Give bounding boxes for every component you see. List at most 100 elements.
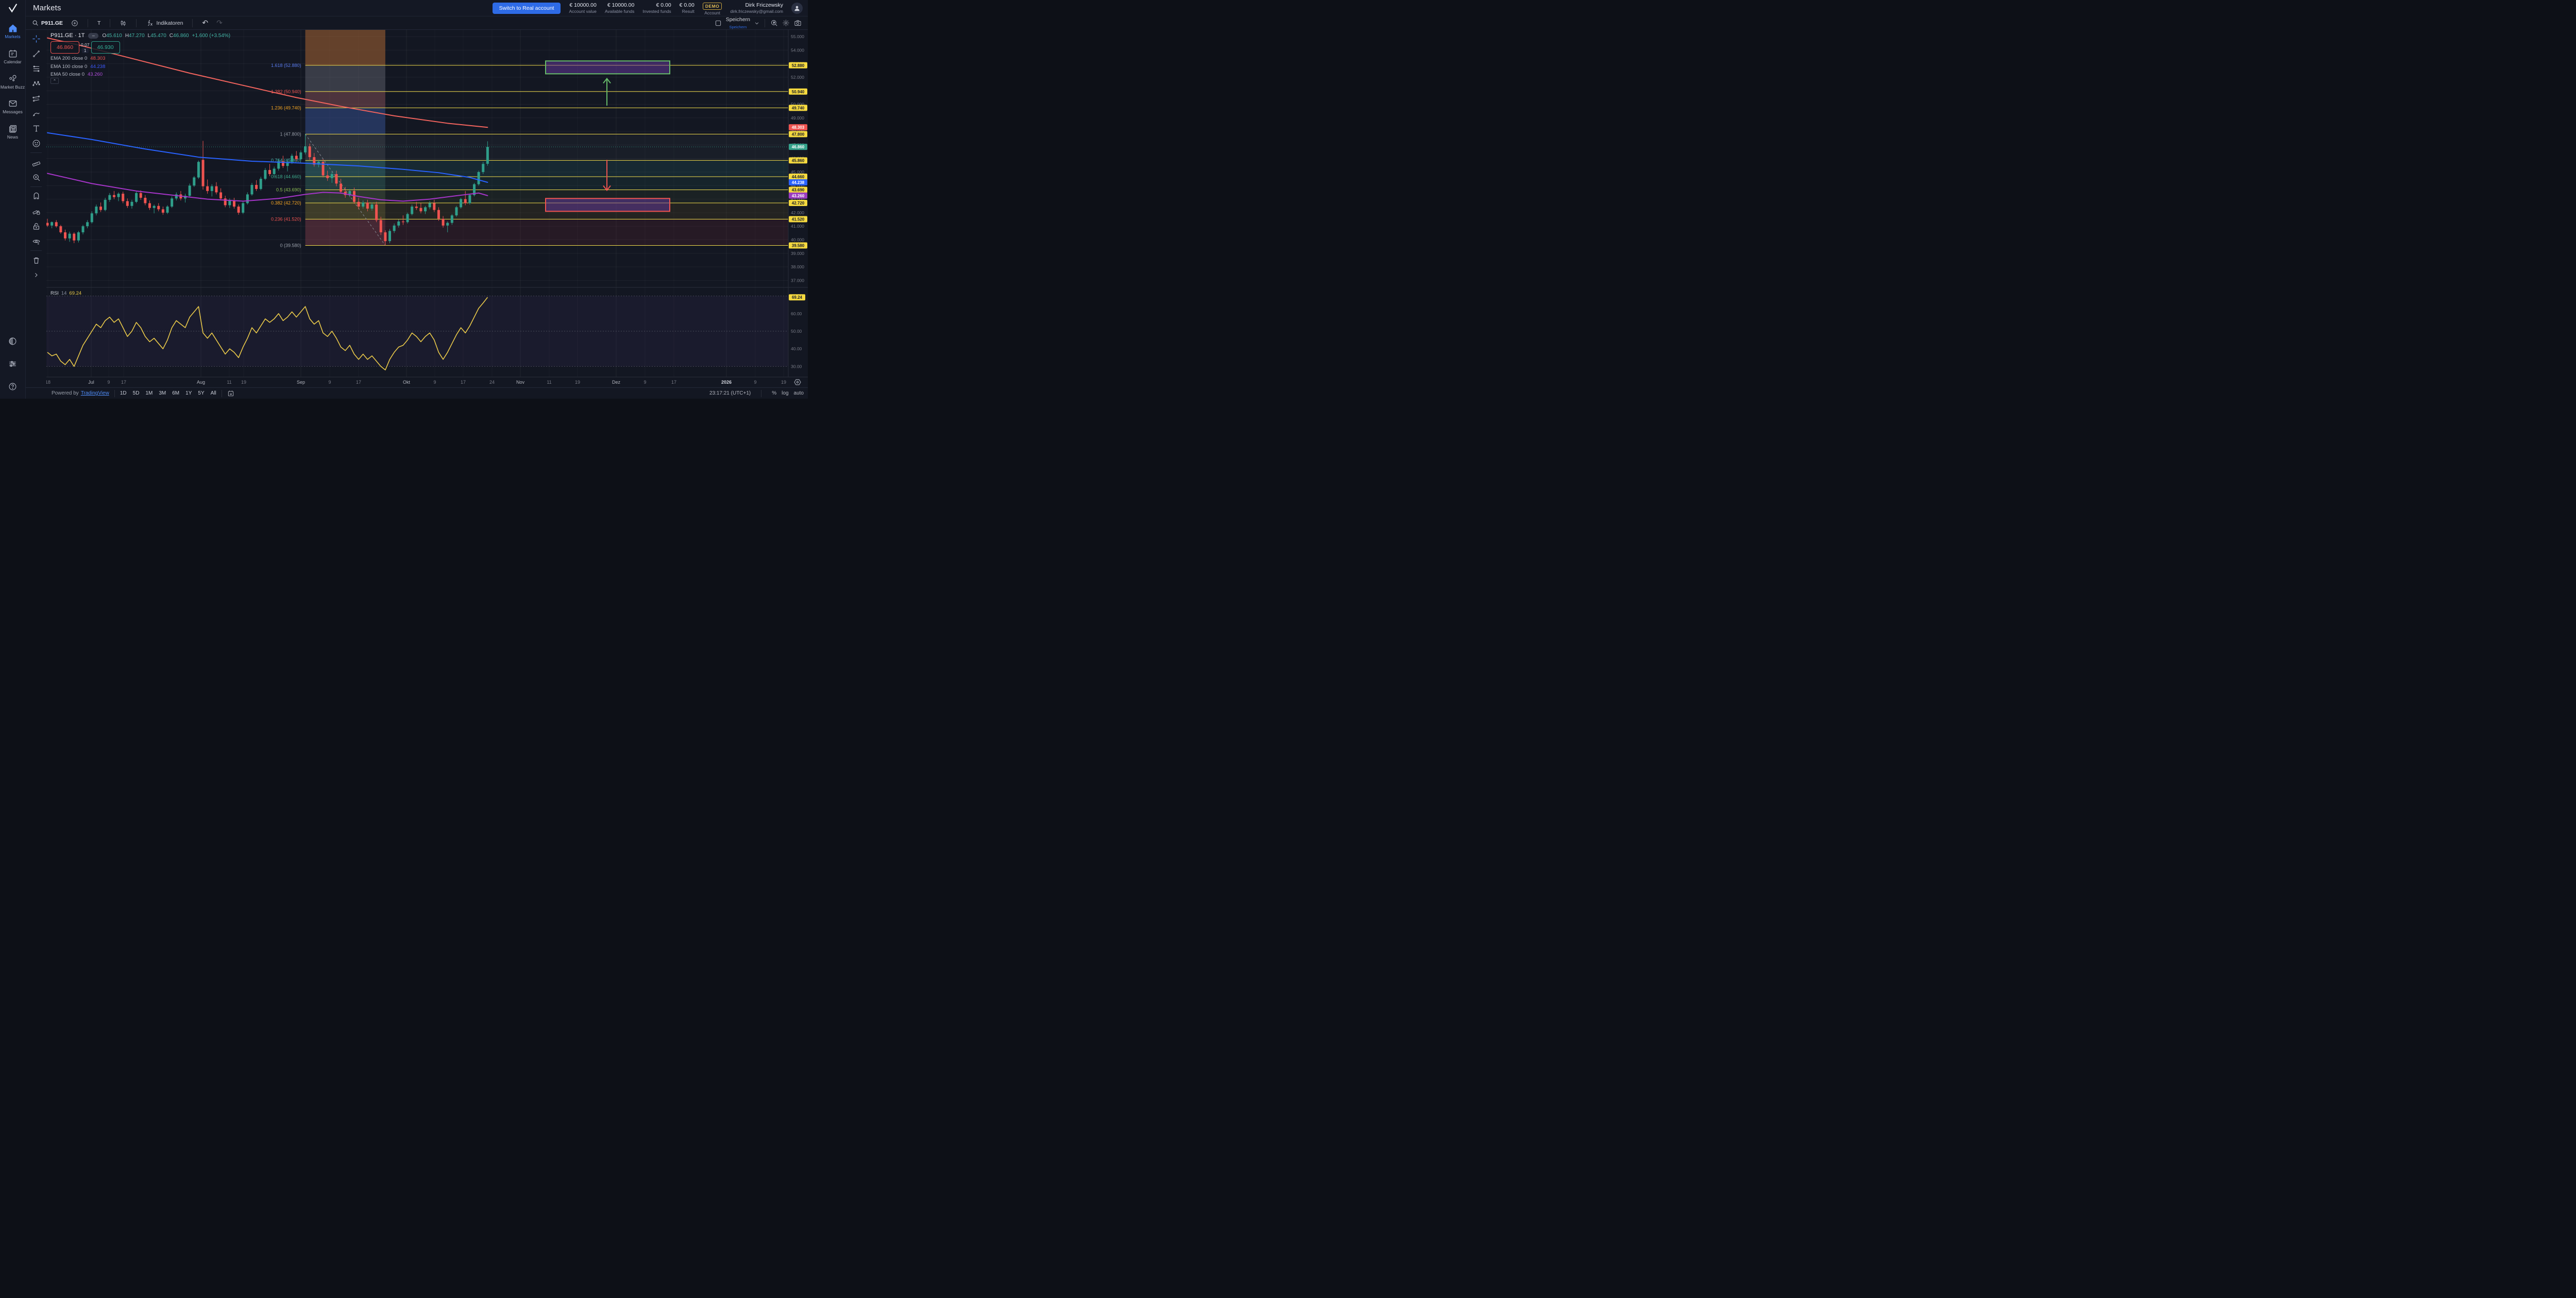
svg-text:9: 9 [107, 380, 110, 385]
switch-to-real-account-button[interactable]: Switch to Real account [492, 2, 561, 14]
ema50-legend[interactable]: EMA 50 close 0 43.260 [50, 72, 103, 77]
manage-panes-icon[interactable] [794, 379, 801, 385]
crosshair-tool[interactable] [29, 33, 43, 44]
zoom-in-tool[interactable] [29, 172, 43, 183]
svg-text:45.000: 45.000 [791, 169, 804, 175]
rsi-pane[interactable] [46, 296, 788, 371]
svg-text:9: 9 [754, 380, 756, 385]
log-scale-button[interactable]: log [782, 390, 789, 396]
rsi-legend[interactable]: RSI 14 69.24 [50, 291, 82, 296]
sidebar-item-markets[interactable]: Markets [0, 24, 25, 40]
trend-line-tool[interactable] [29, 48, 43, 59]
save-menu-chevron[interactable] [752, 20, 761, 27]
hide-drawings-tool[interactable] [29, 235, 43, 247]
sidebar-item-calendar[interactable]: Calendar [0, 49, 25, 65]
xabcd-pattern-tool[interactable] [29, 78, 43, 89]
camera-icon [794, 20, 801, 26]
svg-text:42.720: 42.720 [792, 201, 805, 206]
svg-text:Sep: Sep [297, 380, 305, 385]
theme-toggle-icon[interactable] [8, 337, 17, 348]
save-button[interactable]: Speichern Speichern [724, 16, 752, 30]
account-type-label: Account [704, 10, 720, 15]
svg-text:17: 17 [356, 380, 361, 385]
session-clock[interactable]: 23:17:21 (UTC+1) [709, 390, 751, 396]
fib-retracement-tool[interactable] [29, 63, 43, 74]
snapshot-button[interactable] [792, 18, 804, 28]
parallel-channel-tool[interactable] [29, 93, 43, 104]
sidebar-item-news[interactable]: News [0, 124, 25, 140]
chart-toolbar: P911.GE T Indikatoren ↶ ↷ [26, 16, 808, 30]
quick-search-button[interactable] [768, 18, 780, 28]
timeframe-1y[interactable]: 1Y [185, 390, 192, 396]
legend-collapse-button[interactable]: ⌃ [50, 78, 59, 84]
percent-scale-button[interactable]: % [772, 390, 777, 396]
anonymous-mode-button[interactable] [713, 19, 724, 28]
ruler-tool[interactable] [29, 157, 43, 168]
demo-badge: DEMO [702, 2, 722, 10]
svg-text:50.00: 50.00 [791, 329, 802, 334]
redo-button[interactable]: ↷ [216, 19, 223, 27]
goto-date-button[interactable] [227, 390, 234, 397]
emoji-tool[interactable] [29, 138, 43, 149]
avatar[interactable] [791, 2, 803, 14]
sell-button[interactable]: 46.860 [50, 41, 79, 54]
powered-by-text: Powered by [52, 390, 79, 396]
svg-text:9: 9 [328, 380, 331, 385]
brush-tool[interactable] [29, 108, 43, 119]
timeframe-1d[interactable]: 1D [120, 390, 127, 396]
sidebar-item-market-buzz[interactable]: Market Buzz [0, 74, 25, 90]
preferences-sliders-icon[interactable] [8, 360, 17, 371]
text-tool[interactable] [29, 123, 43, 134]
symbol-search-button[interactable]: P911.GE [30, 19, 65, 27]
stat-value: € 0.00 [679, 2, 694, 9]
bubbles-icon [9, 75, 16, 81]
compare-add-button[interactable] [69, 19, 80, 28]
svg-text:0.5 (43.690): 0.5 (43.690) [276, 187, 301, 192]
chart-style-button[interactable] [117, 19, 129, 28]
time-axis[interactable]: 18 Jul 9 17 Aug 11 19 Sep 9 17 Okt 9 17 24 Nov 11 19 Dez 9… [46, 379, 801, 385]
chart-canvas[interactable]: 1.618 (52.880) 1.382 (50.940) 1.236 (49.74… [46, 30, 808, 387]
stat-value: € 10000.00 [569, 2, 597, 9]
svg-text:46.860: 46.860 [792, 145, 805, 149]
timeframe-all[interactable]: All [210, 390, 216, 396]
magnet-tool[interactable] [29, 191, 43, 202]
svg-text:30.00: 30.00 [791, 364, 802, 369]
buy-button[interactable]: 46.930 [91, 41, 120, 54]
timeframe-6m[interactable]: 6M [172, 390, 180, 396]
chart-settings-button[interactable] [780, 18, 792, 28]
tradingview-link[interactable]: TradingView [80, 390, 109, 396]
lock-all-tool[interactable] [29, 220, 43, 232]
lot-size[interactable]: 1 [81, 47, 89, 53]
help-icon[interactable] [8, 382, 17, 394]
interval-button[interactable]: T [97, 20, 101, 26]
timeframe-5y[interactable]: 5Y [198, 390, 205, 396]
envelope-icon [9, 100, 16, 107]
svg-text:39.000: 39.000 [791, 251, 804, 256]
candles[interactable] [46, 134, 489, 246]
drawing-toolbar [26, 30, 46, 387]
app-root: Markets Calendar Market Buzz Messages Ne… [0, 0, 808, 399]
auto-scale-button[interactable]: auto [793, 390, 804, 396]
svg-text:43.000: 43.000 [791, 197, 804, 202]
indicators-button[interactable]: Indikatoren [144, 18, 185, 28]
account-type: DEMO Account [702, 1, 722, 15]
sidebar-item-messages[interactable]: Messages [0, 99, 25, 115]
svg-text:52.000: 52.000 [791, 75, 804, 80]
user-drawings[interactable] [545, 60, 670, 212]
legend-symbol-interval[interactable]: P911.GE · 1T [50, 32, 85, 39]
timeframe-3m[interactable]: 3M [159, 390, 166, 396]
svg-text:40.00: 40.00 [791, 346, 802, 351]
drawing-mode-lock-tool[interactable] [29, 206, 43, 217]
legend-hide-toggle[interactable]: – [88, 32, 99, 39]
ema100-legend[interactable]: EMA 100 close 0 44.238 [50, 63, 106, 70]
ema200-legend[interactable]: EMA 200 close 0 48.303 [50, 56, 106, 61]
svg-text:19: 19 [575, 380, 580, 385]
undo-button[interactable]: ↶ [202, 19, 209, 27]
stat-invested-funds: € 0.00 Invested funds [642, 2, 671, 14]
price-axis[interactable]: 55.00054.00053.00052.00051.00050.00049.0… [789, 34, 807, 369]
fib-retracement[interactable]: 1.618 (52.880) 1.382 (50.940) 1.236 (49.74… [271, 30, 788, 248]
toolbar-expand-arrow[interactable] [29, 269, 43, 281]
timeframe-5d[interactable]: 5D [132, 390, 140, 396]
timeframe-1m[interactable]: 1M [145, 390, 153, 396]
remove-drawings-tool[interactable] [29, 254, 43, 266]
